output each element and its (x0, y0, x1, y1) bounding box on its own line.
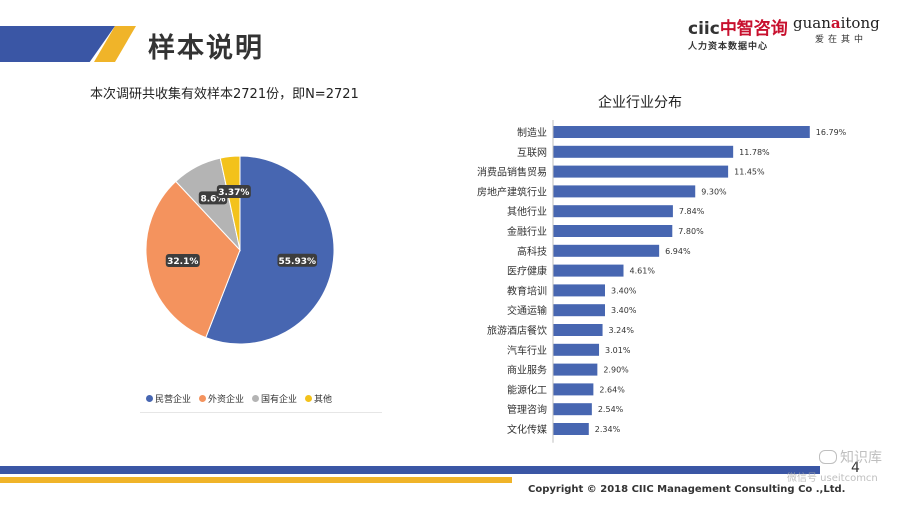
bar (553, 244, 660, 257)
legend-label-foreign: 外资企业 (208, 395, 245, 405)
bar (553, 423, 589, 435)
bar-value-label: 3.40% (611, 306, 637, 315)
ciic-logo-sub: 人力资本数据中心 (688, 42, 769, 52)
footer-yellow-bar (0, 477, 512, 483)
legend-label-other: 其他 (314, 395, 333, 405)
bar (553, 383, 594, 396)
bar-category-label: 汽车行业 (507, 344, 547, 357)
wechat-icon (819, 450, 837, 464)
pie-chart: 55.93% 32.1% 8.6%3.37% (145, 155, 335, 345)
footer-blue-bar (0, 466, 820, 474)
pie-legend: 民营企业 外资企业 国有企业 其他 (146, 392, 332, 405)
guanaitong-logo-a: a (830, 14, 841, 32)
bar-value-label: 9.30% (701, 187, 727, 196)
guanaitong-logo-post: itong (840, 14, 880, 32)
bar-value-label: 3.40% (611, 286, 637, 295)
bar (553, 225, 673, 237)
legend-dot-private (146, 395, 153, 402)
guanaitong-logo-sub: 爱在其中 (815, 35, 868, 45)
bar-category-label: 消费品销售贸易 (477, 166, 547, 179)
pie-label-foreign: 32.1% (167, 257, 198, 267)
bar (553, 126, 810, 138)
pie-label-bg-other (216, 185, 251, 199)
bar (553, 165, 729, 178)
legend-label-private: 民营企业 (155, 395, 192, 405)
pie-label-bg-private (277, 253, 318, 267)
bar (553, 324, 603, 336)
bar-chart-title: 企业行业分布 (598, 95, 682, 111)
bar (553, 264, 624, 277)
pie-slice-private (205, 155, 335, 345)
legend-item-state: 国有企业 (252, 392, 297, 405)
bar-category-label: 医疗健康 (507, 265, 547, 278)
legend-item-private: 民营企业 (146, 392, 191, 405)
bar-category-label: 制造业 (517, 126, 547, 139)
bar-category-label: 金融行业 (507, 225, 547, 238)
page-title: 样本说明 (148, 33, 264, 64)
bar-value-label: 3.24% (609, 326, 635, 335)
pie-label-bg-foreign (165, 253, 200, 267)
pie-panel (140, 118, 382, 413)
legend-item-foreign: 外资企业 (199, 392, 244, 405)
bar (553, 304, 605, 317)
bar-value-label: 2.90% (603, 366, 629, 375)
watermark-title: 知识库 (840, 450, 882, 466)
bar (553, 205, 673, 218)
bar-value-label: 2.54% (598, 405, 624, 414)
bar-value-label: 6.94% (665, 247, 691, 256)
legend-label-state: 国有企业 (261, 395, 298, 405)
bar (553, 403, 592, 416)
ciic-logo: ciic中智咨询 人力资本数据中心 (688, 14, 788, 52)
page-number: 4 (851, 460, 860, 476)
bar (553, 363, 598, 376)
sample-description: 本次调研共收集有效样本2721份，即N=2721 (90, 87, 359, 102)
bar-value-label: 3.01% (605, 346, 631, 355)
bar-value-label: 7.84% (679, 207, 705, 216)
bar-category-label: 高科技 (517, 245, 547, 258)
bar-category-label: 商业服务 (507, 364, 547, 377)
bar-category-label: 交通运输 (507, 304, 547, 317)
bar-category-label: 互联网 (517, 147, 547, 159)
bar-category-label: 旅游酒店餐饮 (487, 324, 547, 337)
legend-dot-foreign (199, 395, 207, 402)
bar-value-label: 7.80% (678, 227, 704, 236)
pie-slice-other (219, 155, 241, 251)
bar (553, 343, 600, 356)
guanaitong-logo: guanaitong 爱在其中 (793, 14, 893, 45)
bar (553, 145, 734, 158)
ciic-logo-cn: 中智咨询 (719, 19, 788, 39)
bar-value-label: 11.78% (739, 148, 770, 157)
bar-category-label: 其他行业 (507, 205, 547, 218)
bar-category-label: 管理咨询 (507, 403, 547, 416)
pie-label-state: 8.6% (201, 194, 226, 204)
ciic-logo-latin: ciic (688, 19, 720, 39)
bar-value-label: 2.64% (599, 385, 625, 394)
bar-chart: 制造业 16.79% 互联网 11.78% 消费品销售贸易 11.45% 房地产建筑行业 9.… (477, 120, 847, 443)
watermark-id: 微信号 useitcomcn (787, 473, 878, 484)
bar-value-label: 4.61% (630, 267, 656, 276)
bar-category-label: 教育培训 (507, 284, 547, 297)
bar-category-label: 文化传媒 (507, 423, 547, 436)
legend-dot-state (252, 395, 260, 402)
bar (553, 284, 605, 297)
bar-category-label: 能源化工 (507, 383, 547, 396)
bar-value-label: 16.79% (816, 128, 847, 137)
legend-dot-other (305, 395, 313, 402)
slide-header: 样本说明 ciic中智咨询 人力资本数据中心 guanaitong 爱在其中 (0, 0, 900, 66)
guanaitong-logo-pre: guan (793, 14, 831, 32)
bar-value-label: 2.34% (595, 425, 621, 434)
copyright-text: Copyright © 2018 CIIC Management Consult… (528, 484, 846, 495)
pie-label-private: 55.93% (279, 257, 317, 267)
pie-label-other: 3.37% (218, 188, 249, 198)
bar-value-label: 11.45% (734, 168, 765, 177)
bar-category-label: 房地产建筑行业 (477, 185, 547, 198)
legend-item-other: 其他 (305, 392, 332, 405)
bar (553, 185, 696, 198)
